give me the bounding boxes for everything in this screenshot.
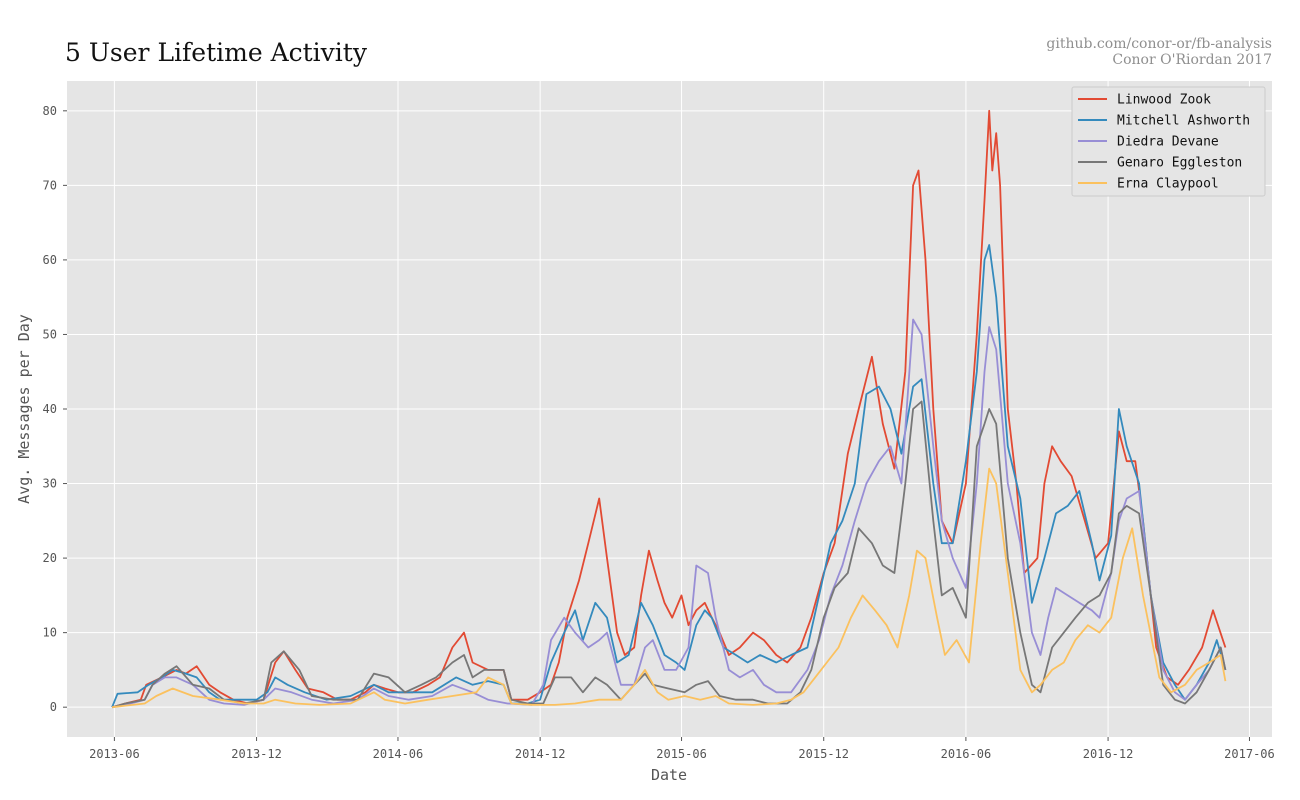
legend: Linwood Zook Mitchell Ashworth Diedra Deva… bbox=[1071, 86, 1266, 197]
series-lines bbox=[111, 109, 1227, 709]
x-axis-ticks: 2013-06 2013-12 2014-06 2014-12 2015-06 2015-… bbox=[89, 737, 1275, 761]
legend-label-diedra-devane: Diedra Devane bbox=[1117, 135, 1219, 150]
y-tick-label: 60 bbox=[43, 253, 57, 267]
legend-label-genaro-eggleston: Genaro Eggleston bbox=[1117, 156, 1242, 171]
credit-url: github.com/conor-or/fb-analysis bbox=[1046, 36, 1272, 52]
x-tick-label: 2013-12 bbox=[231, 747, 282, 761]
y-tick-label: 50 bbox=[43, 327, 57, 341]
x-tick-label: 2013-06 bbox=[89, 747, 140, 761]
x-tick-label: 2016-12 bbox=[1083, 747, 1134, 761]
y-tick-label: 70 bbox=[43, 178, 57, 192]
series-line-linwood-zook bbox=[111, 109, 1227, 709]
credit-author: Conor O'Riordan 2017 bbox=[1112, 52, 1272, 68]
y-tick-label: 30 bbox=[43, 477, 57, 491]
y-tick-label: 20 bbox=[43, 551, 57, 565]
credits: github.com/conor-or/fb-analysis Conor O'… bbox=[1046, 36, 1272, 68]
y-tick-label: 40 bbox=[43, 402, 57, 416]
legend-label-mitchell-ashworth: Mitchell Ashworth bbox=[1117, 114, 1250, 129]
y-axis-ticks: 0 10 20 30 40 50 60 70 80 bbox=[43, 104, 67, 714]
x-tick-label: 2014-06 bbox=[373, 747, 424, 761]
legend-box bbox=[1071, 86, 1266, 197]
x-tick-label: 2015-12 bbox=[798, 747, 849, 761]
chart-title: 5 User Lifetime Activity bbox=[65, 38, 367, 67]
x-tick-label: 2016-06 bbox=[941, 747, 992, 761]
y-tick-label: 10 bbox=[43, 626, 57, 640]
x-tick-label: 2015-06 bbox=[656, 747, 707, 761]
x-tick-label: 2014-12 bbox=[515, 747, 566, 761]
y-tick-label: 80 bbox=[43, 104, 57, 118]
x-tick-label: 2017-06 bbox=[1224, 747, 1275, 761]
series-line-genaro-eggleston bbox=[111, 400, 1227, 709]
y-axis-label: Avg. Messages per Day bbox=[15, 314, 33, 504]
series-line-erna-claypool bbox=[111, 467, 1227, 709]
legend-label-erna-claypool: Erna Claypool bbox=[1117, 177, 1219, 192]
legend-label-linwood-zook: Linwood Zook bbox=[1117, 93, 1211, 108]
series-line-diedra-devane bbox=[111, 318, 1227, 709]
y-tick-label: 0 bbox=[50, 700, 57, 714]
x-axis-label: Date bbox=[651, 766, 687, 784]
